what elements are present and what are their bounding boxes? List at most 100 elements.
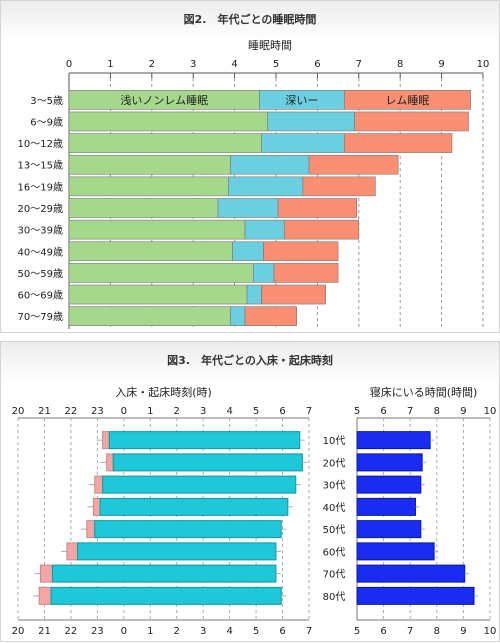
bed-wake-time-charts: 入床・起床時刻(時)202021212222232300112233445566… [12,385,497,637]
bar-segment-1 [68,306,231,326]
left-bottom-tick-label: 6 [279,626,285,637]
right-top-tick-label: 6 [380,406,386,417]
bar-segment-3 [302,176,376,197]
time-in-bed-bar [356,453,423,472]
right-bottom-tick-label: 10 [484,626,497,637]
right-top-tick-label: 5 [354,406,360,417]
left-bottom-tick-label: 0 [121,626,127,637]
x-tick-label: 6 [314,59,320,70]
left-top-tick-label: 22 [65,406,78,417]
age-group-label: 40代 [323,502,346,514]
left-bottom-tick-label: 1 [147,626,153,637]
left-top-tick-label: 7 [306,406,312,417]
bar-segment-2 [246,284,262,305]
right-top-tick-label: 10 [484,406,497,417]
right-bottom-tick-label: 6 [380,626,386,637]
x-tick-label: 5 [273,59,279,70]
right-top-tick-label: 8 [434,406,440,417]
time-in-bed-bar [356,542,435,561]
bar-segment-3 [244,306,297,326]
series-label: 深いー [285,94,318,107]
wake-time-bar [99,497,289,516]
left-bottom-tick-label: 2 [174,626,180,637]
age-group-label: 60代 [323,546,346,558]
wake-time-bar [50,586,282,605]
bar-segment-2 [230,154,310,175]
left-bottom-tick-label: 22 [65,626,78,637]
category-label: 70〜79歳 [18,311,63,323]
bed-time-bar [66,542,79,561]
bed-time-bar [38,586,52,605]
x-tick-label: 2 [149,59,155,70]
age-group-label: 20代 [323,457,346,469]
left-top-tick-label: 20 [12,406,25,417]
category-label: 3〜5歳 [30,95,63,107]
left-top-tick-label: 5 [253,406,259,417]
x-tick-label: 0 [66,59,72,70]
age-group-label: 70代 [323,569,346,581]
bar-segment-2 [261,133,345,153]
age-group-label: 80代 [323,591,346,603]
right-axis-label: 寝床にいる時間(時間) [370,385,478,399]
category-label: 40〜49歳 [18,246,63,258]
left-top-tick-label: 4 [226,406,232,417]
left-bottom-tick-label: 21 [38,626,51,637]
bar-segment-1 [68,198,219,218]
category-label: 10〜12歳 [18,138,63,150]
right-top-tick-label: 7 [407,406,413,417]
category-label: 30〜39歳 [18,225,63,237]
left-top-tick-label: 23 [91,406,104,417]
right-bottom-tick-label: 9 [460,626,466,637]
left-bottom-tick-label: 20 [12,626,25,637]
time-in-bed-bar [356,586,475,605]
x-tick-label: 9 [438,59,444,70]
left-bottom-tick-label: 5 [253,626,259,637]
bed-time-bar [94,475,104,494]
bar-segment-2 [232,241,264,262]
bar-segment-3 [354,111,469,132]
left-top-tick-label: 3 [200,406,206,417]
bed-time-bar [92,497,101,516]
figure-3-title: 図3. 年代ごとの入床・起床時刻 [167,354,333,367]
left-bottom-tick-label: 4 [226,626,232,637]
left-top-tick-label: 0 [121,406,127,417]
category-label: 50〜59歳 [18,268,63,280]
wake-time-bar [102,475,297,494]
wake-time-bar [108,431,301,450]
left-top-tick-label: 21 [38,406,51,417]
x-tick-label: 10 [477,59,490,70]
left-bottom-tick-label: 23 [91,626,104,637]
bar-segment-1 [68,111,269,132]
series-label: 浅いノンレム睡眠 [120,94,208,107]
bar-segment-3 [344,90,471,110]
bed-time-bar [102,431,110,450]
bar-segment-3 [263,241,339,262]
x-tick-label: 3 [190,59,196,70]
age-group-label: 10代 [323,435,346,447]
bar-segment-1 [68,284,248,305]
left-axis-label: 入床・起床時刻(時) [115,385,212,399]
bed-time-bar [86,520,96,539]
bar-segment-1 [68,219,246,240]
sleep-duration-chart: 睡眠時間 0 1 2 3 4 5 6 7 8 9 10 3〜5歳 浅いノンレム睡眠 深いー レム睡眠 6〜9歳 1… [18,39,490,329]
left-bottom-tick-label: 3 [200,626,206,637]
left-bottom-tick-label: 7 [306,626,312,637]
series-label: レム睡眠 [386,94,430,107]
category-label: 6〜9歳 [30,116,63,128]
right-bottom-tick-label: 5 [354,626,360,637]
time-in-bed-bar [356,475,422,494]
bar-segment-2 [252,263,275,283]
left-top-tick-label: 1 [147,406,153,417]
figure-2-panel: 図2. 年代ごとの睡眠時間 睡眠時間 0 1 2 3 4 5 6 7 8 9 10 3〜5歳 浅いノンレム… [0,0,500,333]
bar-segment-2 [230,306,246,326]
bar-segment-2 [228,176,304,197]
bar-segment-2 [217,198,279,218]
figure-3-panel: 図3. 年代ごとの入床・起床時刻 入床・起床時刻(時) 20 20 21 21 22 22 2… [0,341,500,642]
bar-segment-1 [68,263,254,283]
x-tick-label: 8 [397,59,403,70]
right-bottom-tick-label: 7 [407,626,413,637]
x-axis-label: 睡眠時間 [248,39,292,52]
bed-time-bar [106,453,114,472]
wake-time-bar [94,520,282,539]
bar-segment-3 [344,133,453,153]
